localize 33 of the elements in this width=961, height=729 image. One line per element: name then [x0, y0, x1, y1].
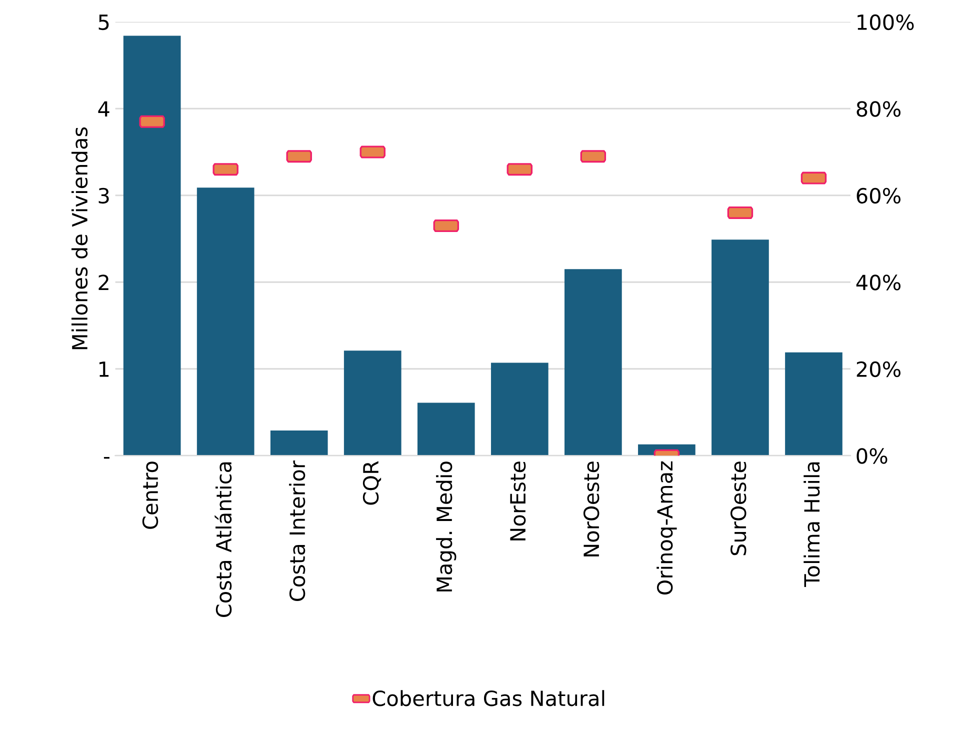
y-tick-label: 4 — [98, 101, 110, 117]
y-tick-label: 1 — [99, 362, 109, 377]
x-tick-label: Tolima Huila — [804, 462, 820, 587]
x-tick-label: Magd. Medio — [436, 462, 456, 592]
bar — [712, 240, 769, 456]
y-tick-label: - — [104, 457, 110, 459]
y-tick-label: 3 — [98, 188, 109, 204]
y2-tick-label: 20% — [856, 361, 900, 378]
bar — [785, 352, 842, 456]
bar — [270, 430, 328, 456]
y2-tick-label: 40% — [856, 274, 900, 290]
bar — [417, 402, 475, 456]
legend-label: Cobertura Gas Natural — [372, 690, 604, 706]
y-tick-label: 2 — [98, 274, 108, 290]
x-tick-label: Costa Interior — [289, 460, 306, 602]
y-axis-title: Millones de Viviendas — [71, 127, 88, 350]
x-tick-label: CQR — [362, 461, 382, 505]
y-tick-label: 5 — [98, 14, 109, 30]
y2-tick-label: 60% — [856, 188, 900, 204]
y2-tick-label: 100% — [858, 14, 914, 30]
x-tick-label: SurOeste — [730, 462, 746, 556]
bar — [123, 36, 181, 456]
x-tick-label: NorOeste — [583, 462, 600, 556]
x-tick-label: NorEste — [510, 462, 526, 540]
x-tick-label: Orinoq-Amaz — [656, 461, 677, 595]
bar — [564, 269, 622, 456]
x-tick-label: Centro — [142, 462, 158, 529]
x-tick-label: Costa Atlántica — [214, 462, 232, 618]
bar — [196, 188, 254, 456]
y2-tick-label: 80% — [856, 101, 900, 117]
y2-tick-label: 0% — [856, 448, 888, 464]
bar — [344, 350, 402, 456]
bar — [490, 362, 548, 456]
